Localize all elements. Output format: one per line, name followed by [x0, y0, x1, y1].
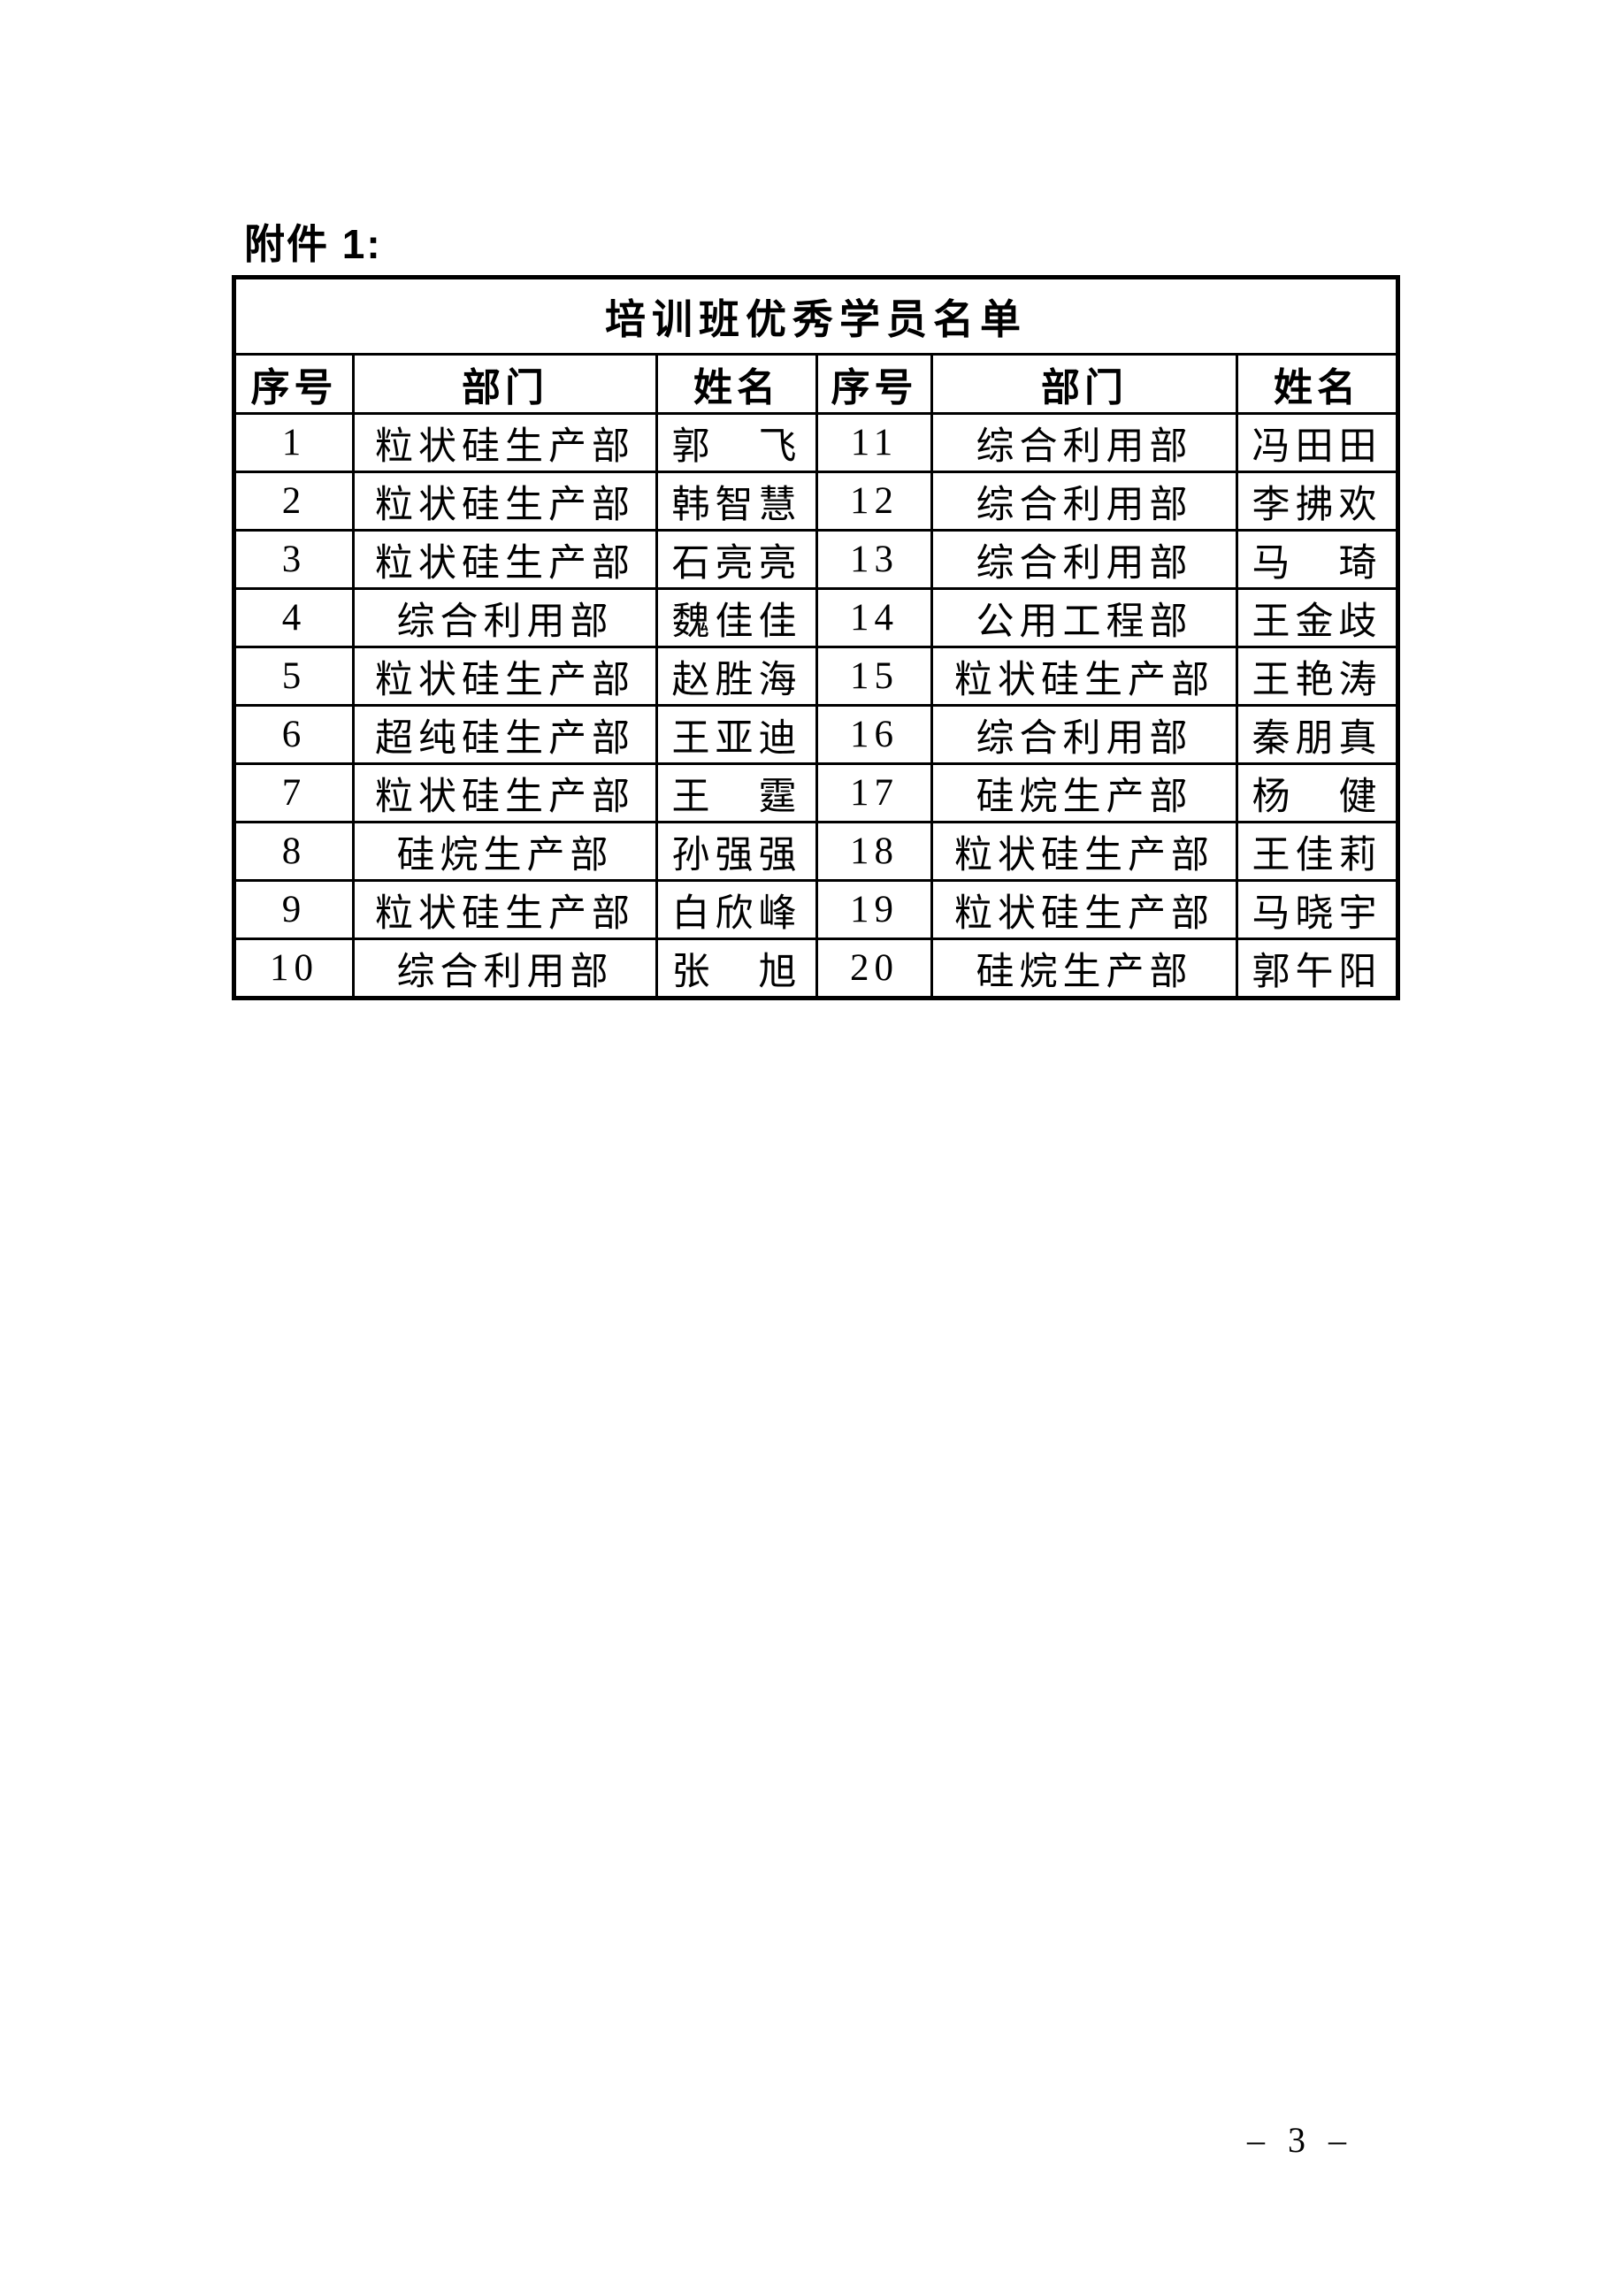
cell-dept: 硅烷生产部	[930, 938, 1238, 999]
cell-seq: 11	[815, 412, 933, 473]
cell-seq: 1	[233, 412, 355, 473]
cell-name: 马 琦	[1235, 529, 1400, 590]
cell-seq: 19	[815, 879, 933, 940]
table-row: 8 硅烷生产部 孙强强 18 粒状硅生产部 王佳莉	[233, 821, 1400, 882]
cell-seq: 15	[815, 646, 933, 707]
cell-seq: 6	[233, 704, 355, 765]
col-header-seq-left: 序号	[233, 353, 355, 415]
cell-dept: 综合利用部	[930, 412, 1238, 473]
cell-dept: 粒状硅生产部	[352, 879, 658, 940]
cell-seq: 2	[233, 471, 355, 532]
page-number: – 3 –	[1247, 2120, 1353, 2160]
cell-name: 王佳莉	[1235, 821, 1400, 882]
cell-name: 赵胜海	[655, 646, 818, 707]
cell-dept: 公用工程部	[930, 587, 1238, 648]
cell-name: 王艳涛	[1235, 646, 1400, 707]
cell-dept: 硅烷生产部	[930, 762, 1238, 823]
cell-seq: 10	[233, 938, 355, 999]
col-header-dept-left: 部门	[352, 353, 658, 415]
table-title: 培训班优秀学员名单	[232, 276, 1400, 356]
cell-dept: 硅烷生产部	[352, 821, 658, 882]
cell-dept: 粒状硅生产部	[930, 821, 1238, 882]
cell-dept: 综合利用部	[352, 587, 658, 648]
cell-name: 郭 飞	[655, 412, 818, 473]
cell-seq: 12	[815, 471, 933, 532]
table-row: 3 粒状硅生产部 石亮亮 13 综合利用部马 琦	[233, 529, 1400, 590]
cell-seq: 7	[233, 762, 355, 823]
cell-name: 孙强强	[655, 821, 818, 882]
col-header-seq-right: 序号	[815, 353, 933, 415]
table-row: 1 粒状硅生产部郭 飞 11 综合利用部 冯田田	[233, 412, 1400, 473]
cell-seq: 3	[233, 529, 355, 590]
cell-seq: 5	[233, 646, 355, 707]
cell-seq: 9	[233, 879, 355, 940]
cell-name: 马晓宇	[1235, 879, 1400, 940]
cell-dept: 粒状硅生产部	[352, 529, 658, 590]
cell-dept: 超纯硅生产部	[352, 704, 658, 765]
table-row: 6 超纯硅生产部 王亚迪 16 综合利用部 秦朋真	[233, 704, 1400, 765]
cell-name: 王亚迪	[655, 704, 818, 765]
table-title-row: 培训班优秀学员名单	[232, 276, 1400, 356]
cell-name: 王金歧	[1235, 587, 1400, 648]
cell-name: 秦朋真	[1235, 704, 1400, 765]
col-header-name-right: 姓名	[1235, 353, 1400, 415]
table-row: 2 粒状硅生产部 韩智慧 12 综合利用部 李拂欢	[233, 471, 1400, 532]
table-row: 10 综合利用部张 旭 20 硅烷生产部 郭午阳	[233, 938, 1400, 999]
cell-dept: 综合利用部	[930, 704, 1238, 765]
cell-name: 白欣峰	[655, 879, 818, 940]
cell-name: 杨 健	[1235, 762, 1400, 823]
table-row: 9 粒状硅生产部 白欣峰 19 粒状硅生产部 马晓宇	[233, 879, 1400, 940]
table-header-row: 序号 部门 姓名 序号 部门 姓名	[233, 353, 1400, 415]
cell-dept: 粒状硅生产部	[352, 412, 658, 473]
table-row: 7 粒状硅生产部王 霆 17 硅烷生产部杨 健	[233, 762, 1400, 823]
col-header-dept-right: 部门	[930, 353, 1238, 415]
cell-name: 张 旭	[655, 938, 818, 999]
cell-dept: 粒状硅生产部	[930, 646, 1238, 707]
cell-name: 王 霆	[655, 762, 818, 823]
cell-name: 魏佳佳	[655, 587, 818, 648]
cell-dept: 粒状硅生产部	[352, 646, 658, 707]
col-header-name-left: 姓名	[655, 353, 818, 415]
cell-seq: 14	[815, 587, 933, 648]
cell-dept: 综合利用部	[352, 938, 658, 999]
cell-name: 郭午阳	[1235, 938, 1400, 999]
trainee-roster-table: 培训班优秀学员名单 序号 部门 姓名 序号 部门 姓名 1 粒状硅生产部郭 飞 11 综合利用部…	[232, 275, 1401, 1000]
cell-dept: 粒状硅生产部	[930, 879, 1238, 940]
cell-name: 石亮亮	[655, 529, 818, 590]
cell-seq: 20	[815, 938, 933, 999]
cell-seq: 18	[815, 821, 933, 882]
table-row: 5 粒状硅生产部 赵胜海 15 粒状硅生产部 王艳涛	[233, 646, 1400, 707]
attachment-label: 附件 1:	[244, 221, 382, 267]
cell-dept: 综合利用部	[930, 471, 1238, 532]
cell-name: 李拂欢	[1235, 471, 1400, 532]
cell-name: 冯田田	[1235, 412, 1400, 473]
cell-seq: 16	[815, 704, 933, 765]
cell-seq: 4	[233, 587, 355, 648]
cell-seq: 13	[815, 529, 933, 590]
cell-dept: 粒状硅生产部	[352, 471, 658, 532]
cell-dept: 粒状硅生产部	[352, 762, 658, 823]
cell-seq: 17	[815, 762, 933, 823]
table-row: 4 综合利用部 魏佳佳 14 公用工程部 王金歧	[233, 587, 1400, 648]
cell-name: 韩智慧	[655, 471, 818, 532]
cell-dept: 综合利用部	[930, 529, 1238, 590]
cell-seq: 8	[233, 821, 355, 882]
